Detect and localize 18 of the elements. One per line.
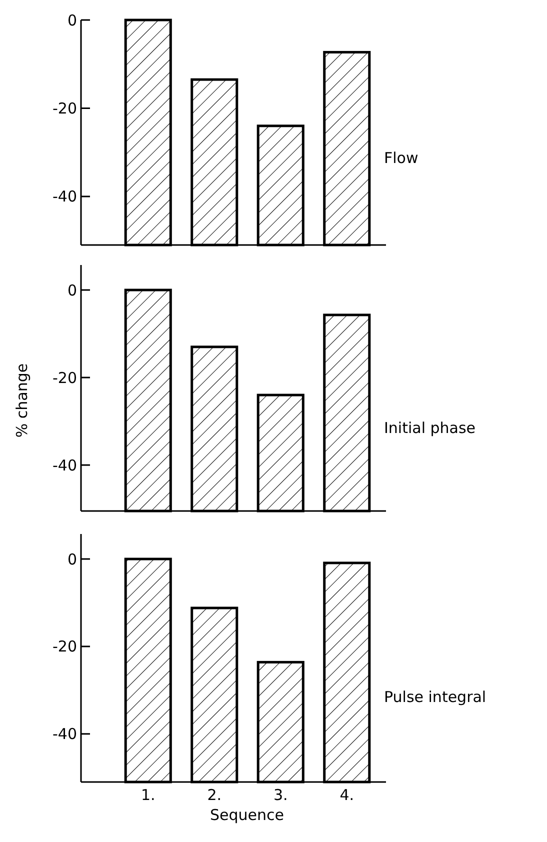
annotation: Initial phase <box>384 419 476 437</box>
y-tick-label: -20 <box>52 638 77 656</box>
x-tick-label: 2. <box>207 786 222 804</box>
x-axis-title: Sequence <box>210 806 284 824</box>
y-tick-label: -40 <box>52 456 77 474</box>
y-tick-label: -40 <box>52 725 77 744</box>
y-tick-label: -40 <box>52 188 77 206</box>
x-tick-label: 3. <box>273 786 288 804</box>
annotation: Pulse integral <box>384 688 486 706</box>
y-tick-label: 0 <box>67 550 77 568</box>
y-tick-label: -20 <box>52 99 77 118</box>
y-axis-title: % change <box>13 363 31 438</box>
annotation: Flow <box>384 149 418 167</box>
y-tick-label: -20 <box>52 368 77 387</box>
x-tick-label: 1. <box>140 786 156 804</box>
y-tick-label: 0 <box>67 281 77 300</box>
x-tick-label: 4. <box>340 786 354 804</box>
y-tick-label: 0 <box>67 11 77 30</box>
